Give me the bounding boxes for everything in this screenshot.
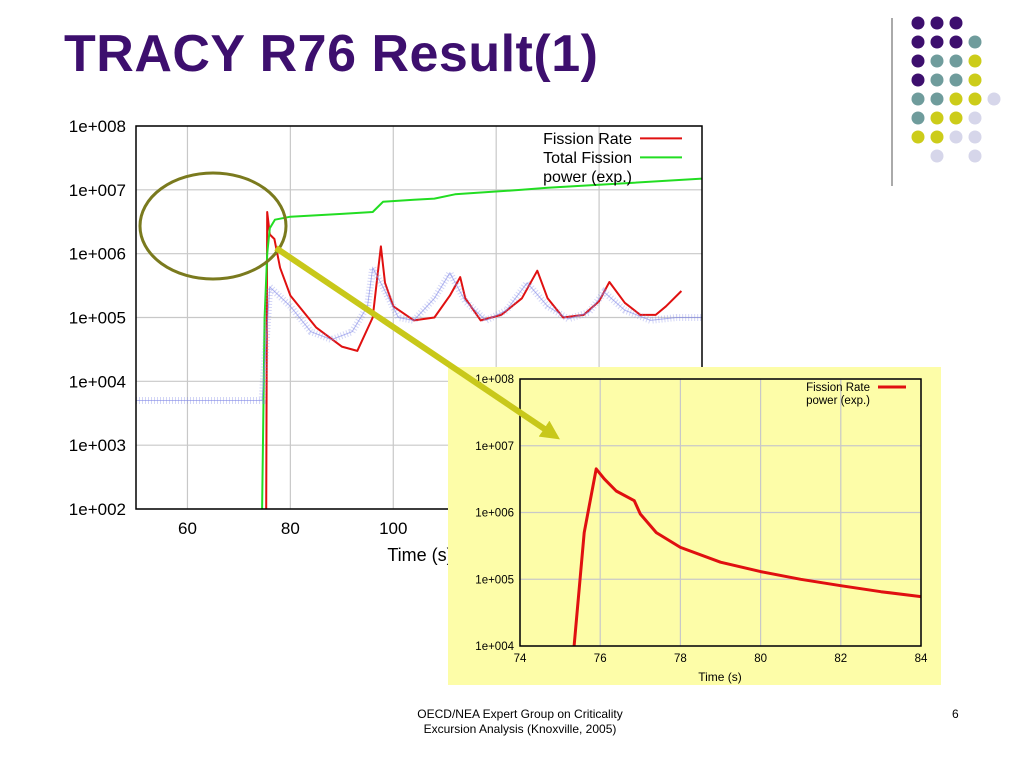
- y-tick-label: 1e+003: [69, 436, 126, 455]
- decorative-dot: [949, 35, 963, 49]
- y-tick-label: 1e+005: [69, 308, 126, 327]
- y-tick-label: 1e+002: [69, 500, 126, 519]
- x-tick-label: 100: [379, 519, 407, 538]
- page-number: 6: [952, 707, 959, 721]
- legend-label: Fission Rate: [543, 131, 632, 148]
- decorative-dot: [911, 35, 925, 49]
- decorative-dot: [949, 111, 963, 125]
- decorative-dot: [930, 111, 944, 125]
- x-axis-label: Time (s): [698, 670, 742, 684]
- decorative-dot: [911, 16, 925, 30]
- decorative-dot: [911, 92, 925, 106]
- y-tick-label: 1e+006: [475, 508, 514, 520]
- y-tick-label: 1e+008: [69, 117, 126, 136]
- decorative-dot: [911, 73, 925, 87]
- y-tick-label: 1e+008: [475, 374, 514, 386]
- y-tick-label: 1e+007: [475, 441, 514, 453]
- page-title: TRACY R76 Result(1): [64, 25, 599, 83]
- y-tick-label: 1e+005: [475, 574, 514, 586]
- y-tick-label: 1e+006: [69, 245, 126, 264]
- legend-label: power (exp.): [806, 395, 870, 407]
- decorative-dot-grid: [891, 16, 1001, 186]
- x-tick-label: 82: [834, 653, 847, 665]
- series-fission-rate: [572, 467, 921, 646]
- x-tick-label: 80: [754, 653, 767, 665]
- decorative-dot: [911, 111, 925, 125]
- decorative-dot: [949, 54, 963, 68]
- decorative-dot: [930, 73, 944, 87]
- decorative-dot: [968, 54, 982, 68]
- x-tick-label: 60: [178, 519, 197, 538]
- decorative-dot: [968, 130, 982, 144]
- x-tick-label: 80: [281, 519, 300, 538]
- legend-label: power (exp.): [543, 169, 632, 186]
- decorative-dot: [968, 111, 982, 125]
- slide-footer: OECD/NEA Expert Group on Criticality Exc…: [340, 707, 700, 737]
- decorative-dot: [930, 54, 944, 68]
- plot-frame: [519, 378, 922, 647]
- y-tick-label: 1e+004: [475, 641, 514, 653]
- x-tick-label: 84: [915, 653, 928, 665]
- footer-line-1: OECD/NEA Expert Group on Criticality: [417, 707, 623, 721]
- decorative-dot: [930, 35, 944, 49]
- decorative-dot: [930, 149, 944, 163]
- legend-label: Total Fission: [543, 150, 632, 167]
- decorative-dot: [930, 16, 944, 30]
- decorative-dot: [968, 73, 982, 87]
- legend-label: Fission Rate: [806, 382, 870, 394]
- decorative-dot: [911, 130, 925, 144]
- plot-frame: [135, 125, 703, 510]
- decorative-dot: [968, 149, 982, 163]
- x-tick-label: 78: [674, 653, 687, 665]
- y-tick-label: 1e+007: [69, 181, 126, 200]
- footer-line-2: Excursion Analysis (Knoxville, 2005): [423, 722, 617, 736]
- y-tick-label: 1e+004: [69, 372, 126, 391]
- inset-chart: 74 76 78 80 82 84 1e+004 1e+005 1e+006 1e+007 1e+0…: [475, 374, 928, 684]
- decorative-dot: [949, 16, 963, 30]
- decorative-dot: [987, 92, 1001, 106]
- decorative-dot: [949, 73, 963, 87]
- decorative-dot: [949, 130, 963, 144]
- decorative-dot: [968, 35, 982, 49]
- x-tick-label: 74: [514, 653, 527, 665]
- decorative-dot: [930, 130, 944, 144]
- decorative-dot: [911, 54, 925, 68]
- decorative-dot: [930, 92, 944, 106]
- decorative-dot: [968, 92, 982, 106]
- decorative-dot: [949, 92, 963, 106]
- x-axis-label: Time (s): [387, 545, 452, 565]
- inset-chart-panel: 74 76 78 80 82 84 1e+004 1e+005 1e+006 1e+007 1e+0…: [448, 367, 941, 685]
- x-tick-label: 76: [594, 653, 607, 665]
